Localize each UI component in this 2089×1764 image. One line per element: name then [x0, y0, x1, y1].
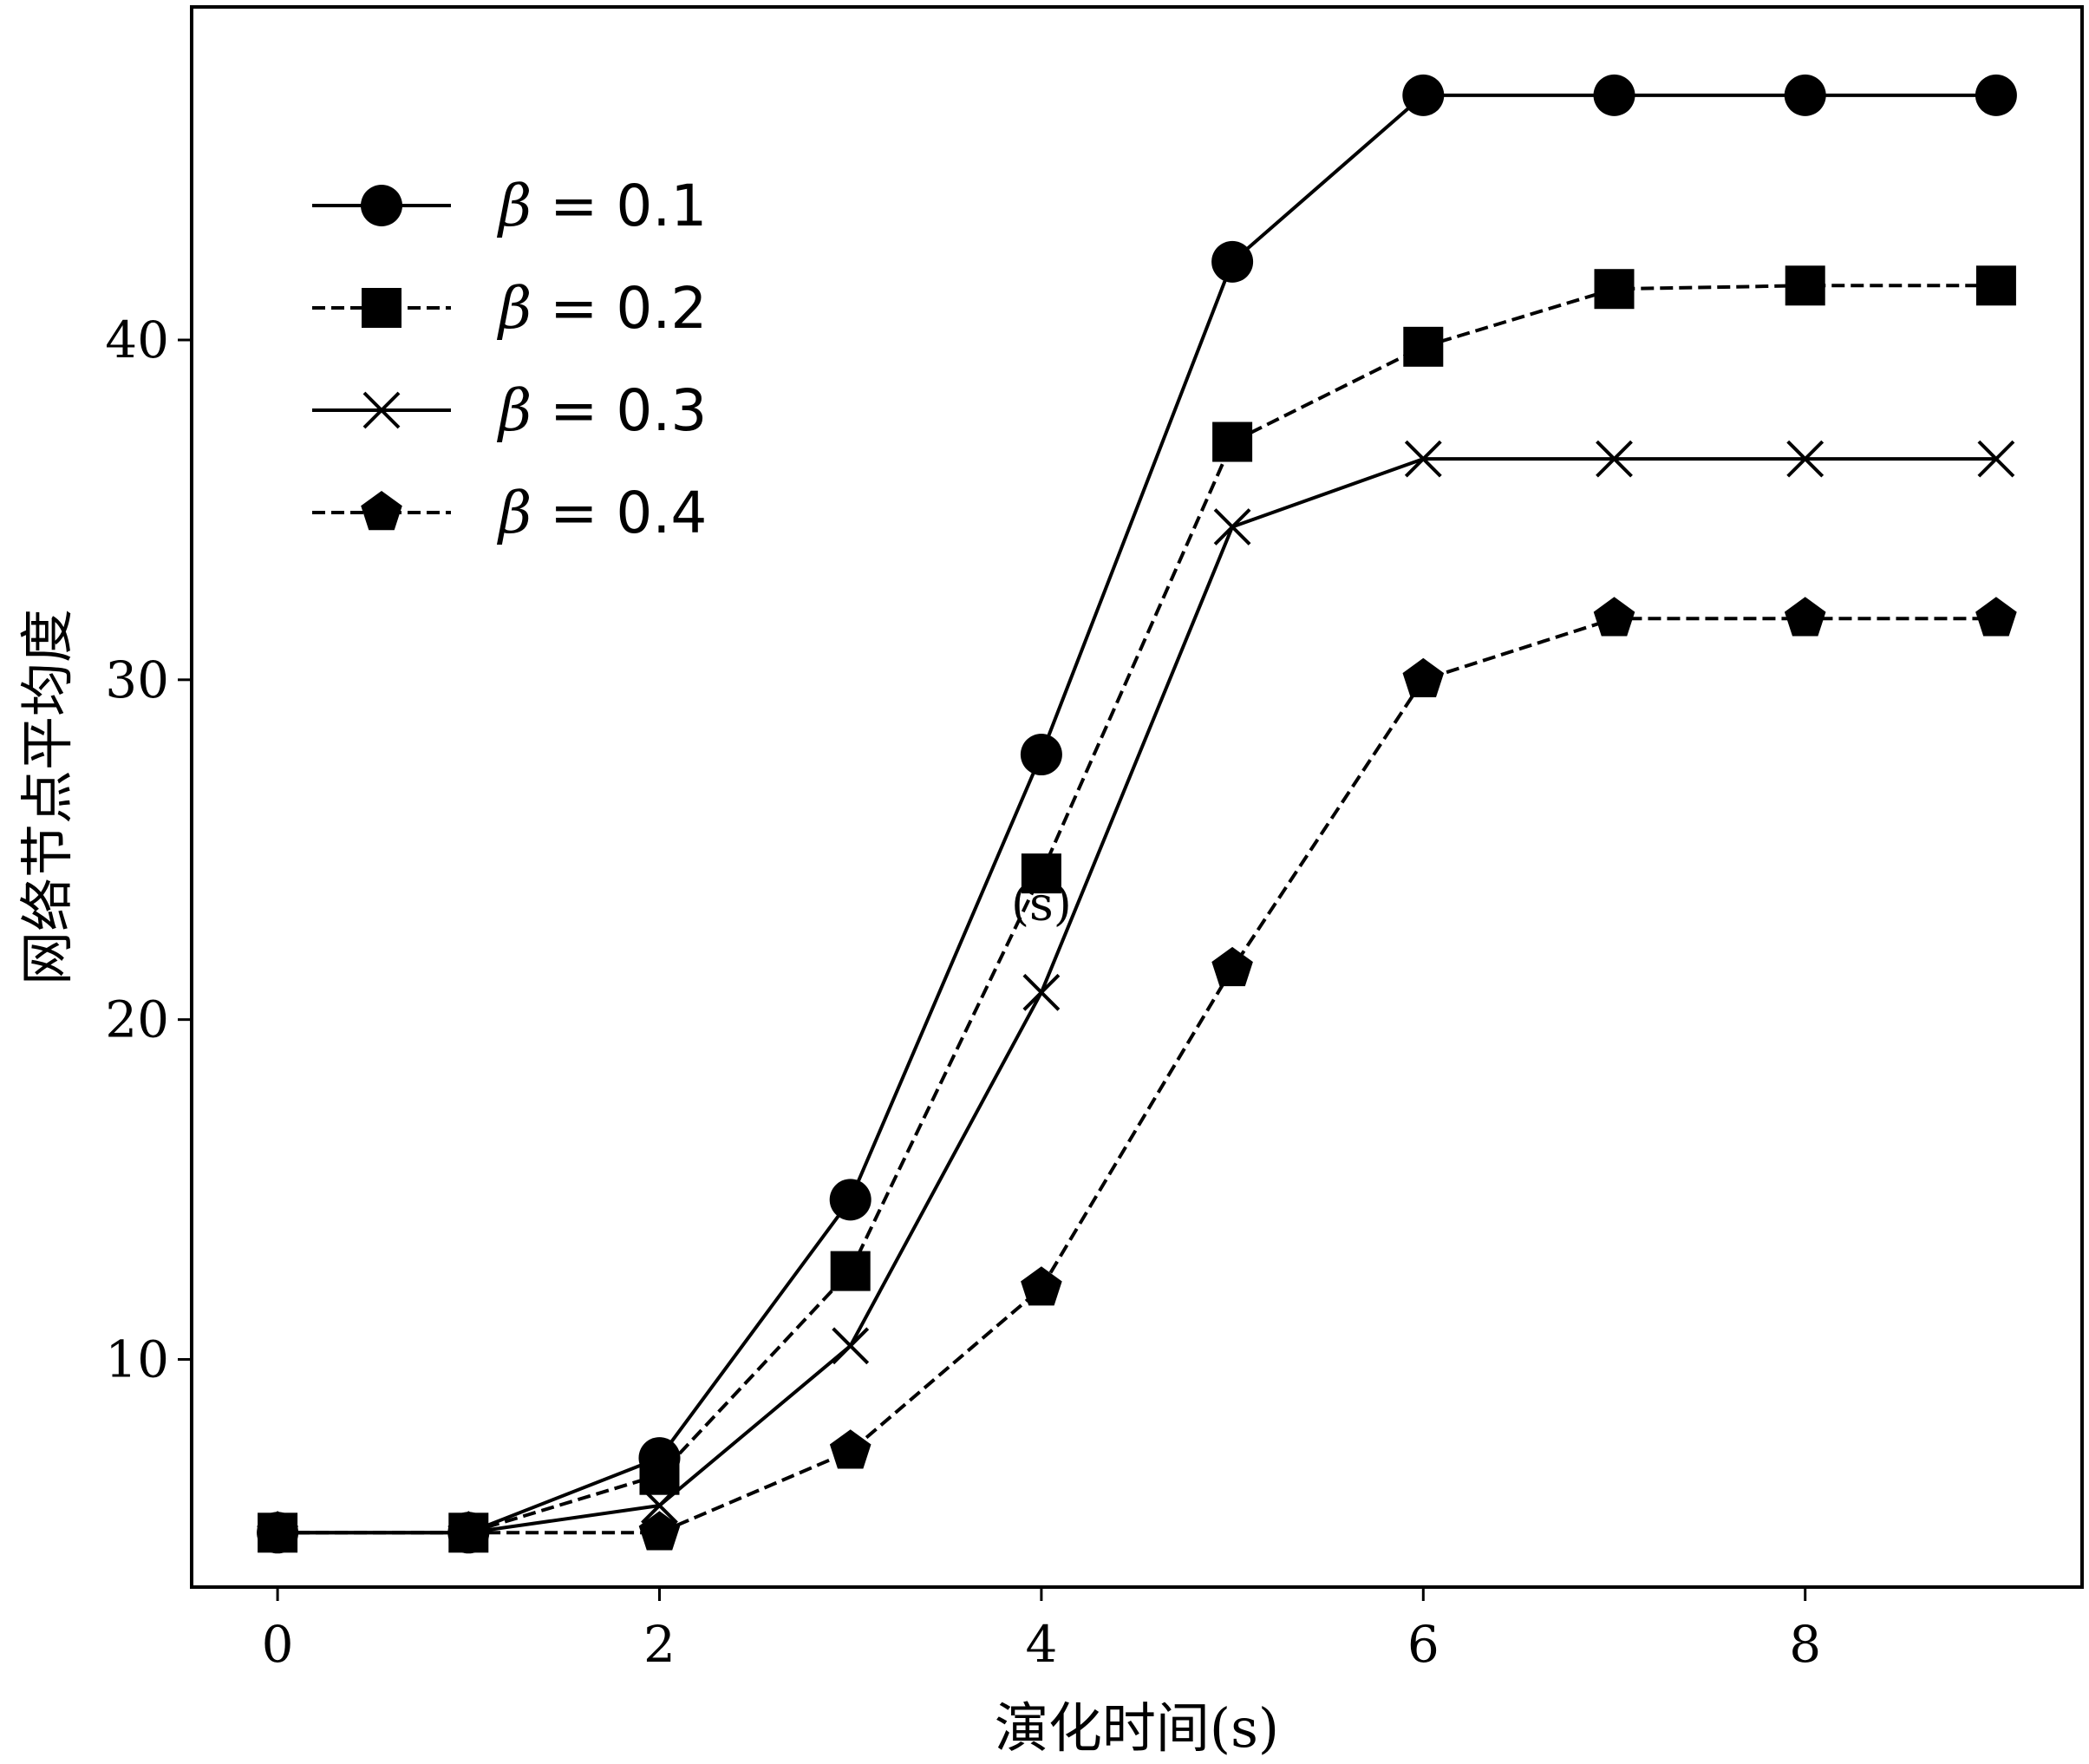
data-point [1785, 265, 1825, 306]
annotation-layer: (s) [1011, 876, 1072, 931]
x-tick-label: 2 [643, 1615, 676, 1674]
data-point [1975, 597, 2017, 637]
data-point [1404, 440, 1442, 478]
x-axis-ticks: 0 2 4 6 8 [262, 1587, 1821, 1674]
data-point [1784, 74, 1826, 116]
legend: β = 0.1 β = 0.2 β = 0.3 β = 0.4 [312, 173, 707, 546]
data-point [1975, 74, 2017, 116]
plot-frame [190, 5, 2084, 1589]
legend-entry: β = 0.2 [312, 275, 707, 342]
y-tick-label: 10 [105, 1330, 169, 1388]
data-point [1403, 326, 1444, 367]
series-line [277, 457, 1996, 1535]
chart-annotation: (s) [1011, 876, 1072, 931]
series-line [277, 617, 1996, 1535]
data-point [1593, 597, 1635, 637]
data-point [1211, 240, 1254, 283]
y-axis-label: 网络节点平均度 [16, 609, 79, 985]
legend-label: β = 0.2 [496, 275, 707, 342]
data-point [1594, 269, 1635, 310]
data-point [1021, 1266, 1062, 1306]
data-point [257, 1511, 298, 1551]
y-tick-label: 20 [105, 990, 169, 1049]
x-tick-label: 8 [1789, 1615, 1821, 1674]
y-tick-label: 40 [105, 310, 169, 369]
data-point [1213, 508, 1251, 546]
x-tick-label: 0 [262, 1615, 294, 1674]
data-point [832, 1327, 870, 1365]
data-point [641, 1486, 678, 1525]
legend-marker [361, 185, 402, 226]
legend-entry: β = 0.3 [312, 377, 707, 444]
x-tick-label: 6 [1407, 1615, 1439, 1674]
data-point [1786, 440, 1825, 478]
legend-label: β = 0.3 [496, 377, 707, 444]
data-point [1212, 421, 1253, 462]
data-point [1402, 74, 1445, 116]
data-point [639, 1454, 680, 1495]
legend-entry: β = 0.4 [312, 480, 707, 546]
legend-marker [362, 288, 401, 328]
legend-entry: β = 0.1 [312, 173, 707, 239]
data-point [1784, 597, 1826, 637]
data-point [1593, 74, 1635, 116]
series-layer [257, 74, 2017, 1554]
legend-label: β = 0.1 [496, 173, 707, 239]
data-point [1596, 440, 1633, 478]
data-point [1020, 734, 1062, 776]
series-line [277, 93, 1996, 1535]
legend-marker [362, 391, 401, 429]
data-point [1402, 657, 1445, 697]
series-line [277, 284, 1996, 1535]
x-axis-label: 演化时间(s) [995, 1696, 1279, 1760]
data-point [1211, 946, 1253, 987]
legend-label: β = 0.4 [496, 480, 707, 546]
data-point [638, 1511, 681, 1551]
data-point [829, 1179, 872, 1221]
data-point [447, 1511, 490, 1551]
data-point [1022, 973, 1061, 1011]
series-4 [257, 597, 2017, 1551]
data-point [1977, 440, 2015, 478]
data-point [1021, 853, 1061, 894]
legend-marker [361, 491, 402, 531]
y-axis-ticks: 10 20 30 40 [105, 310, 192, 1388]
data-point [1975, 265, 2016, 306]
x-tick-label: 4 [1025, 1615, 1057, 1674]
y-tick-label: 30 [105, 650, 169, 709]
data-point [829, 1429, 872, 1469]
data-point [830, 1251, 871, 1291]
